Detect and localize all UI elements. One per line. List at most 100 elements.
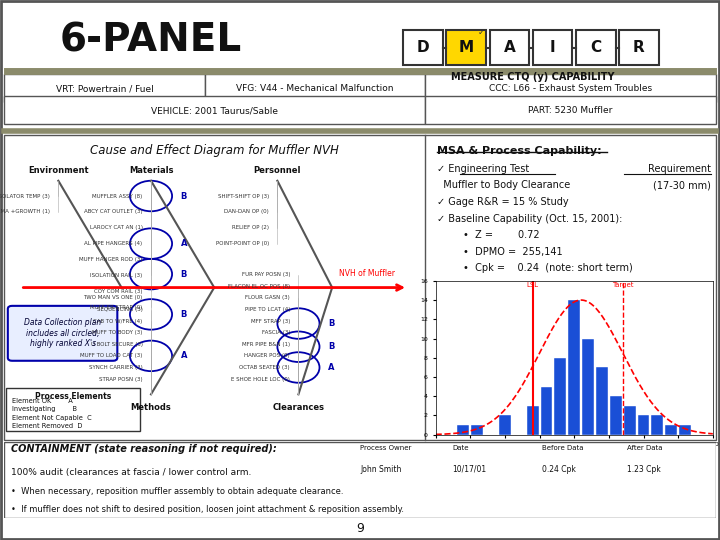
Text: Element OK        A: Element OK A: [12, 398, 73, 404]
Text: B: B: [328, 319, 334, 328]
Text: SEQUENCING (3): SEQUENCING (3): [96, 307, 143, 312]
Text: B: B: [181, 192, 187, 200]
Text: COY COM RAIL (3): COY COM RAIL (3): [94, 289, 143, 294]
Text: Process Owner: Process Owner: [360, 445, 411, 451]
Text: Clearances: Clearances: [272, 403, 325, 413]
Text: Before Data: Before Data: [541, 445, 583, 451]
Text: Target: Target: [612, 282, 634, 288]
Text: PIPE TO LCAT (4): PIPE TO LCAT (4): [245, 307, 290, 312]
Text: ✓ Engineering Test: ✓ Engineering Test: [437, 164, 529, 173]
FancyBboxPatch shape: [6, 388, 140, 431]
FancyBboxPatch shape: [4, 442, 716, 518]
FancyBboxPatch shape: [490, 30, 529, 65]
Text: •  If muffler does not shift to desired position, loosen joint attachment & repo: • If muffler does not shift to desired p…: [11, 505, 404, 514]
Text: Methods: Methods: [130, 403, 171, 413]
Bar: [541, 387, 552, 435]
Text: B: B: [328, 342, 334, 351]
Text: VRT: Powertrain / Fuel: VRT: Powertrain / Fuel: [55, 84, 153, 93]
Bar: [679, 425, 691, 435]
Bar: [554, 357, 566, 435]
Text: 10/17/01: 10/17/01: [453, 465, 487, 474]
Text: E SHOE HOLE LOC (0): E SHOE HOLE LOC (0): [231, 376, 290, 382]
Text: DAN-DAN OP (0): DAN-DAN OP (0): [224, 210, 269, 214]
Bar: [624, 406, 636, 435]
Text: 100% audit (clearances at fascia / lower control arm.: 100% audit (clearances at fascia / lower…: [11, 468, 251, 477]
Text: FUR PAY POSN (3): FUR PAY POSN (3): [241, 272, 290, 277]
Bar: [457, 425, 469, 435]
Text: MUFF ER STRAP (0): MUFF ER STRAP (0): [90, 305, 143, 309]
FancyBboxPatch shape: [8, 306, 117, 361]
Bar: [499, 415, 510, 435]
Bar: [596, 367, 608, 435]
Text: POINT-POINT OP (0): POINT-POINT OP (0): [216, 241, 269, 246]
Text: MUFFLER ASSY (8): MUFFLER ASSY (8): [92, 193, 143, 199]
Bar: [638, 415, 649, 435]
Text: •  Z =        0.72: • Z = 0.72: [463, 230, 539, 240]
FancyBboxPatch shape: [446, 30, 486, 65]
Bar: [527, 406, 539, 435]
Text: CONTAINMENT (state reasoning if not required):: CONTAINMENT (state reasoning if not requ…: [11, 444, 276, 454]
Text: Cause and Effect Diagram for Muffler NVH: Cause and Effect Diagram for Muffler NVH: [90, 144, 338, 157]
Bar: [582, 339, 594, 435]
Text: John Smith: John Smith: [360, 465, 401, 474]
Text: Date: Date: [453, 445, 469, 451]
Text: 1.23 Cpk: 1.23 Cpk: [627, 465, 661, 474]
Text: Data Collection plan
includes all circled,
highly ranked X's: Data Collection plan includes all circle…: [24, 319, 102, 348]
Text: ✓ Baseline Capability (Oct. 15, 2001):: ✓ Baseline Capability (Oct. 15, 2001):: [437, 214, 622, 224]
Text: Personnel: Personnel: [253, 166, 301, 174]
Text: •  DPMO =  255,141: • DPMO = 255,141: [463, 247, 562, 256]
Text: After Data: After Data: [627, 445, 663, 451]
Text: PART: 5230 Muffler: PART: 5230 Muffler: [528, 106, 613, 115]
Text: Investigating        B: Investigating B: [12, 406, 77, 412]
Text: I: I: [550, 40, 555, 55]
FancyBboxPatch shape: [4, 135, 716, 440]
Text: MUFF HANGER ROD (3): MUFF HANGER ROD (3): [79, 257, 143, 262]
Bar: [472, 425, 483, 435]
Text: MSA & Process Capability:: MSA & Process Capability:: [437, 146, 602, 156]
Text: FLACON EL OC POS (8): FLACON EL OC POS (8): [228, 284, 290, 289]
Text: MEASURE CTQ (y) CAPABILITY: MEASURE CTQ (y) CAPABILITY: [451, 72, 615, 82]
Text: FLOUR GASN (3): FLOUR GASN (3): [246, 295, 290, 300]
FancyBboxPatch shape: [533, 30, 572, 65]
Text: M: M: [459, 40, 474, 55]
Text: Muffler to Body Clearance: Muffler to Body Clearance: [437, 180, 570, 190]
Text: U BOLT SECURE (3): U BOLT SECURE (3): [91, 342, 143, 347]
Text: R: R: [633, 40, 645, 55]
Bar: [652, 415, 663, 435]
Text: MUFF TO LOAD CAT (3): MUFF TO LOAD CAT (3): [80, 353, 143, 359]
Text: A: A: [181, 352, 187, 360]
Text: HANGER POS (0): HANGER POS (0): [244, 353, 290, 359]
Text: ✓: ✓: [478, 28, 485, 37]
Text: MUFF TO BODY (3): MUFF TO BODY (3): [92, 330, 143, 335]
Text: Environment: Environment: [28, 166, 89, 174]
Text: D: D: [417, 40, 429, 55]
Text: RELIEF OP (2): RELIEF OP (2): [232, 225, 269, 230]
Text: CAB TO W/FRE (4): CAB TO W/FRE (4): [94, 319, 143, 323]
Text: 6-PANEL: 6-PANEL: [60, 22, 243, 59]
FancyBboxPatch shape: [576, 30, 616, 65]
Text: ABCY CAT OUTLET (3): ABCY CAT OUTLET (3): [84, 210, 143, 214]
Text: SYNCH CARRIER (3): SYNCH CARRIER (3): [89, 365, 143, 370]
Text: OCTAB SEATED (3): OCTAB SEATED (3): [239, 365, 290, 370]
Bar: [610, 396, 621, 435]
Text: LSL: LSL: [526, 282, 539, 288]
Text: Materials: Materials: [129, 166, 174, 174]
Text: ISOLATION RAIL (3): ISOLATION RAIL (3): [90, 273, 143, 278]
Text: A: A: [328, 363, 334, 372]
Text: 0.24 Cpk: 0.24 Cpk: [541, 465, 575, 474]
Text: •  When necessary, reposition muffler assembly to obtain adequate clearance.: • When necessary, reposition muffler ass…: [11, 487, 343, 496]
FancyBboxPatch shape: [425, 96, 716, 124]
Text: •  Cpk =    0.24  (note: short term): • Cpk = 0.24 (note: short term): [463, 263, 633, 273]
Text: ISOLATOR TEMP (3): ISOLATOR TEMP (3): [0, 193, 50, 199]
Text: MFF STRAP (3): MFF STRAP (3): [251, 319, 290, 323]
Text: MFR PIPE B&N (1): MFR PIPE B&N (1): [242, 342, 290, 347]
Text: (17-30 mm): (17-30 mm): [653, 180, 711, 190]
FancyBboxPatch shape: [619, 30, 659, 65]
FancyBboxPatch shape: [4, 96, 425, 124]
Text: VFG: V44 - Mechanical Malfunction: VFG: V44 - Mechanical Malfunction: [236, 84, 394, 93]
Text: CCC: L66 - Exhaust System Troubles: CCC: L66 - Exhaust System Troubles: [489, 84, 652, 93]
FancyBboxPatch shape: [205, 74, 425, 102]
Text: SHIFT-SHIFT OP (3): SHIFT-SHIFT OP (3): [217, 193, 269, 199]
Text: Requirement: Requirement: [648, 164, 711, 173]
Text: FASCIA CLEARANCE TO MUFFLER OLD- ALL: FASCIA CLEARANCE TO MUFFLER OLD- ALL: [498, 283, 647, 289]
